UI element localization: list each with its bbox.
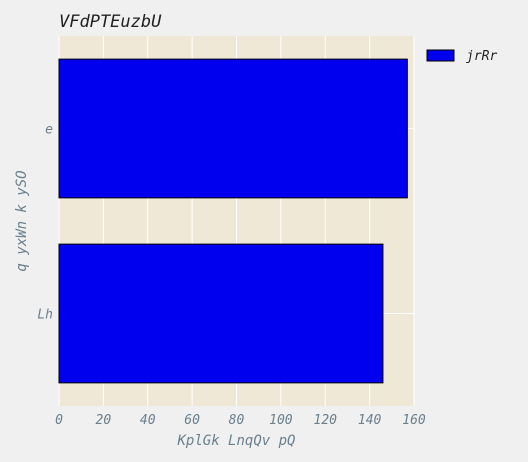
- x-tick-label: 120: [314, 413, 338, 428]
- y-axis-label: q yxWn k ySO: [14, 170, 30, 271]
- x-tick-labels: 0 20 40 60 80 100 120 140 160: [55, 413, 426, 428]
- x-tick-label: 0: [55, 413, 63, 428]
- x-tick-label: 60: [184, 413, 200, 428]
- x-tick-label: 20: [96, 413, 112, 428]
- y-tick-label: Lh: [37, 308, 53, 323]
- x-axis-label: KplGk LnqQv pQ: [176, 433, 295, 449]
- x-tick-label: 100: [269, 413, 293, 428]
- legend-label: jrRr: [466, 49, 497, 64]
- x-tick-label: 80: [229, 413, 245, 428]
- y-tick-label: e: [45, 123, 53, 138]
- bars: [58, 58, 408, 384]
- legend: jrRr: [426, 49, 497, 64]
- chart-title: VFdPTEuzbU: [59, 12, 162, 32]
- bar-e: [58, 58, 408, 199]
- x-tick-label: 140: [358, 413, 382, 428]
- x-tick-label: 160: [402, 413, 426, 428]
- legend-swatch: [426, 49, 455, 62]
- y-tick-labels: Lh e: [37, 123, 53, 323]
- bar-lh: [58, 243, 384, 384]
- x-tick-label: 40: [140, 413, 156, 428]
